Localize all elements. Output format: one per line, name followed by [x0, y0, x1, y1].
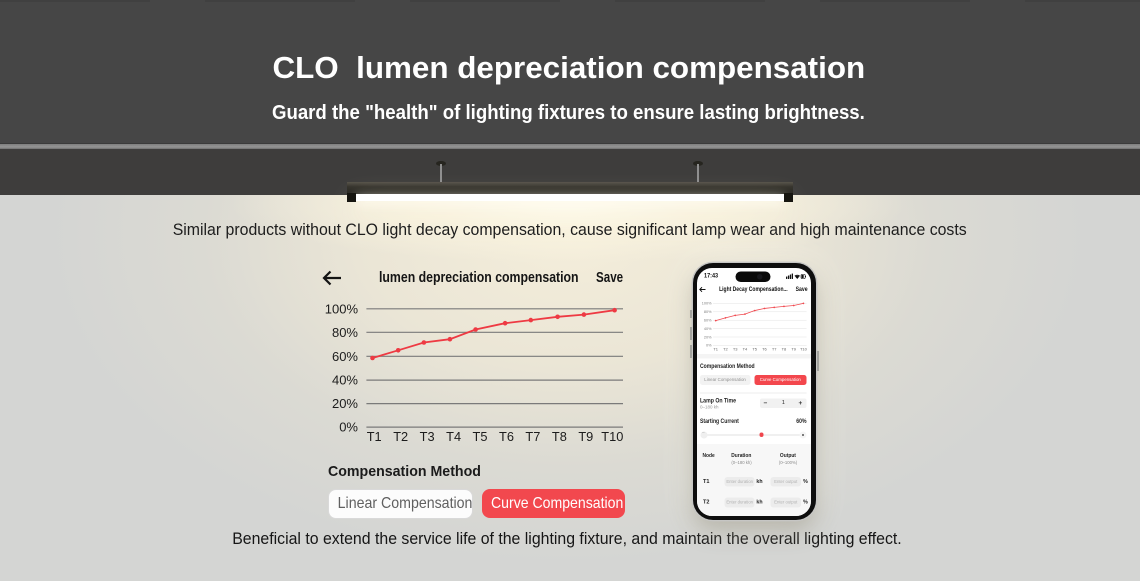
svg-text:T3: T3	[733, 346, 738, 351]
svg-text:T1: T1	[714, 346, 719, 351]
svg-text:T8: T8	[782, 346, 787, 351]
svg-text:T1: T1	[367, 429, 382, 444]
svg-text:T10: T10	[601, 429, 623, 444]
svg-text:T6: T6	[762, 346, 767, 351]
svg-text:20%: 20%	[704, 335, 712, 339]
svg-text:T5: T5	[473, 429, 488, 444]
svg-text:60%: 60%	[704, 318, 712, 322]
svg-text:60%: 60%	[332, 349, 358, 364]
svg-text:T2: T2	[723, 346, 728, 351]
svg-text:T4: T4	[446, 429, 461, 444]
svg-text:T6: T6	[499, 429, 514, 444]
svg-text:40%: 40%	[332, 373, 358, 388]
svg-text:0%: 0%	[339, 420, 358, 435]
svg-text:T7: T7	[525, 429, 540, 444]
svg-text:T10: T10	[800, 346, 808, 351]
svg-text:80%: 80%	[332, 325, 358, 340]
svg-text:T8: T8	[552, 429, 567, 444]
svg-text:T7: T7	[772, 346, 777, 351]
svg-text:T2: T2	[393, 429, 408, 444]
svg-text:40%: 40%	[704, 327, 712, 331]
svg-text:T4: T4	[743, 346, 748, 351]
svg-text:100%: 100%	[325, 301, 359, 316]
svg-text:100%: 100%	[702, 301, 712, 305]
svg-text:20%: 20%	[332, 396, 358, 411]
svg-text:T5: T5	[753, 346, 758, 351]
svg-text:0%: 0%	[706, 343, 712, 347]
svg-text:T3: T3	[420, 429, 435, 444]
svg-text:T9: T9	[578, 429, 593, 444]
svg-text:80%: 80%	[704, 310, 712, 314]
svg-text:T9: T9	[792, 346, 797, 351]
